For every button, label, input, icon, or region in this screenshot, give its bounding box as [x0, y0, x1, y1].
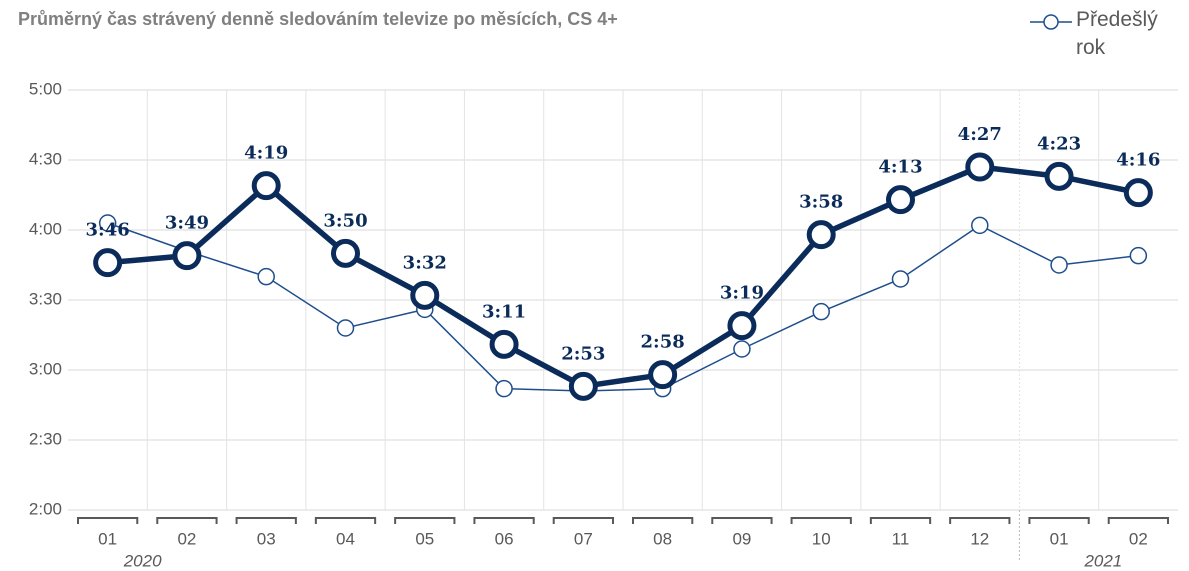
point-marker [251, 171, 281, 201]
y-tick-label: 3:00 [29, 359, 62, 378]
point-marker [98, 214, 117, 232]
x-tick-label: 05 [415, 529, 434, 548]
point-marker [733, 340, 751, 358]
category-bracket [869, 517, 932, 524]
x-tick-label: 03 [257, 529, 276, 548]
category-bracket [949, 517, 1011, 524]
point-marker [172, 241, 202, 271]
point-marker [568, 371, 598, 401]
x-tick-label: 11 [892, 529, 910, 548]
data-label: 4:19 [244, 143, 288, 164]
point-marker [1123, 178, 1153, 208]
category-bracket [156, 517, 218, 524]
point-marker [806, 220, 836, 250]
data-label: 3:46 [86, 220, 130, 241]
x-tick-label: 02 [177, 529, 196, 548]
category-bracket [552, 517, 614, 524]
x-tick-label: 07 [574, 529, 593, 548]
x-tick-label: 06 [495, 529, 514, 548]
data-label: 3:58 [799, 192, 843, 213]
category-bracket [790, 517, 852, 524]
category-bracket [1107, 517, 1169, 524]
category-bracket [632, 517, 694, 524]
data-label: 3:19 [720, 283, 764, 304]
point-marker [1044, 161, 1074, 191]
point-marker [495, 379, 513, 398]
x-tick-label: 02 [1129, 529, 1148, 548]
point-marker [891, 270, 910, 288]
point-marker [93, 248, 123, 278]
legend-marker [1043, 14, 1059, 30]
y-tick-label: 5:00 [29, 79, 62, 98]
category-bracket [77, 517, 139, 524]
x-tick-label: 12 [970, 529, 989, 548]
point-marker [648, 360, 678, 390]
y-tick-label: 2:30 [29, 429, 62, 448]
point-marker [336, 319, 355, 337]
data-label: 4:16 [1116, 150, 1160, 171]
x-tick-label: 10 [812, 529, 831, 548]
chart-title: Průměrný čas strávený denně sledováním t… [18, 9, 618, 29]
y-tick-label: 4:00 [29, 219, 62, 238]
y-tick-label: 2:00 [29, 499, 62, 518]
point-marker [971, 216, 989, 235]
category-bracket [473, 517, 535, 524]
x-group-label: 2020 [123, 551, 162, 570]
y-tick-label: 4:30 [29, 149, 62, 168]
x-tick-label: 04 [336, 529, 355, 548]
point-marker [812, 302, 830, 321]
category-bracket [1028, 517, 1090, 524]
data-label: 2:53 [561, 343, 605, 364]
data-label: 3:11 [482, 301, 526, 322]
point-marker [1050, 256, 1068, 274]
data-label: 4:23 [1037, 133, 1081, 154]
point-marker [331, 238, 360, 268]
category-bracket [394, 517, 456, 524]
y-tick-label: 3:30 [29, 289, 62, 308]
x-group-label: 2021 [1083, 551, 1122, 570]
point-marker [727, 311, 757, 341]
category-bracket [314, 517, 377, 524]
point-marker [886, 185, 915, 215]
x-tick-label: 08 [653, 529, 672, 548]
data-label: 3:32 [403, 252, 447, 273]
data-label: 3:50 [323, 210, 367, 231]
point-marker [410, 280, 440, 310]
data-label: 2:58 [641, 332, 685, 353]
data-label: 3:49 [165, 213, 209, 234]
x-tick-label: 01 [98, 529, 117, 548]
point-marker [489, 329, 519, 359]
point-marker [257, 267, 275, 286]
data-label: 4:13 [878, 157, 922, 178]
data-label: 4:27 [958, 124, 1002, 145]
category-bracket [711, 517, 773, 524]
point-marker [965, 152, 995, 182]
point-marker [1129, 246, 1148, 265]
legend-label: Předešlý rok [1076, 8, 1158, 59]
x-tick-label: 09 [732, 529, 751, 548]
series-line [107, 222, 1139, 392]
category-bracket [235, 517, 297, 524]
x-tick-label: 01 [1050, 529, 1069, 548]
